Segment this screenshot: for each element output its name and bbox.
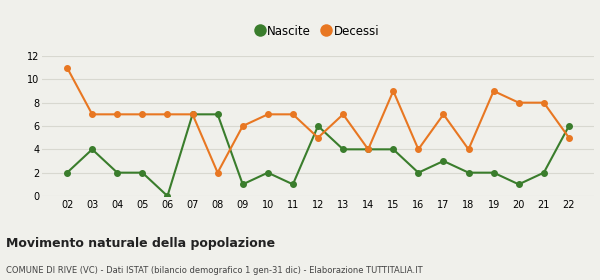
Text: COMUNE DI RIVE (VC) - Dati ISTAT (bilancio demografico 1 gen-31 dic) - Elaborazi: COMUNE DI RIVE (VC) - Dati ISTAT (bilanc… [6, 266, 422, 275]
Legend: Nascite, Decessi: Nascite, Decessi [252, 20, 384, 42]
Text: Movimento naturale della popolazione: Movimento naturale della popolazione [6, 237, 275, 249]
